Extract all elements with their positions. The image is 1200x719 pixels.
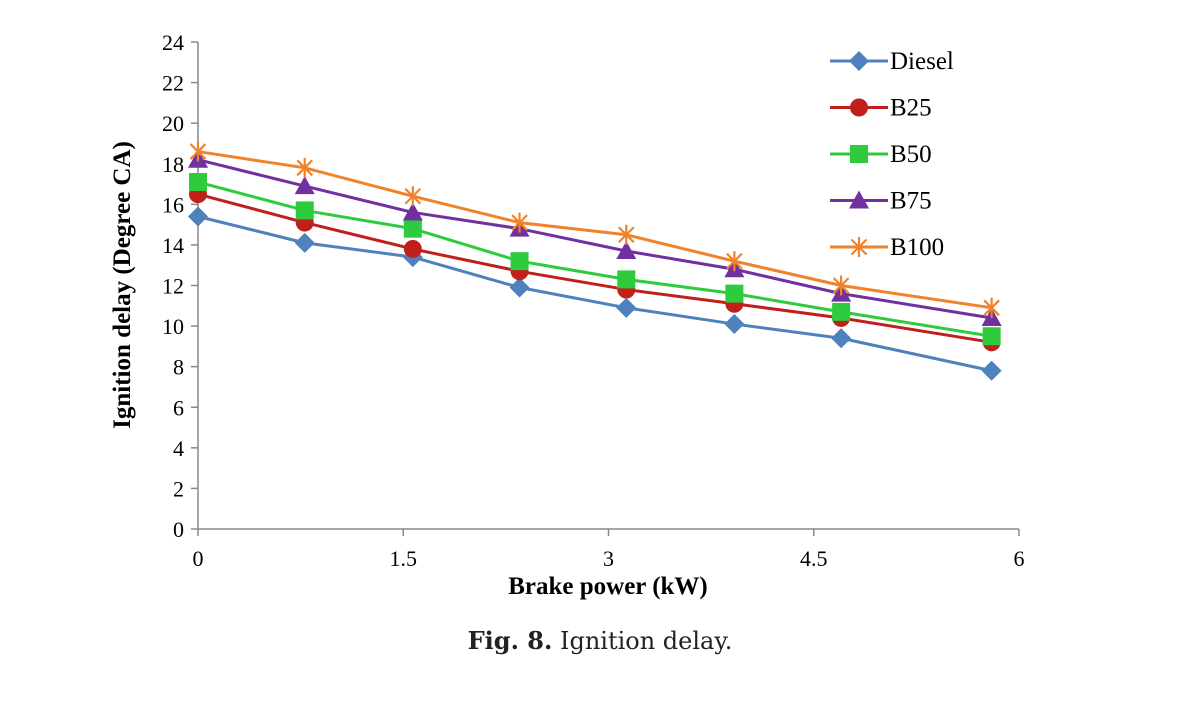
y-tick-label: 8: [173, 355, 184, 380]
series-line-b25: [197, 192, 992, 344]
y-tick-label: 16: [162, 192, 184, 217]
data-point-b100: [832, 275, 850, 296]
data-point-diesel: [616, 297, 637, 318]
data-point-diesel: [981, 360, 1002, 381]
y-tick-label: 6: [173, 395, 184, 420]
legend-marker: [850, 237, 868, 257]
asterisk-stroke: [832, 277, 850, 294]
x-tick-label: 1.5: [390, 546, 418, 571]
asterisk-stroke: [189, 143, 207, 160]
legend-marker: [849, 190, 869, 209]
y-tick-label: 2: [173, 476, 184, 501]
y-tick-label: 10: [162, 314, 184, 339]
data-point-diesel: [188, 206, 208, 227]
legend-item-b25: B25: [830, 95, 932, 122]
y-tick-label: 14: [162, 233, 184, 258]
y-tick-label: 0: [173, 517, 184, 542]
y-tick-label: 22: [162, 71, 184, 96]
caption-text: Ignition delay.: [559, 627, 733, 655]
legend-label: B50: [890, 141, 932, 168]
legend-item-b50: B50: [830, 141, 932, 168]
legend-label: Diesel: [890, 48, 954, 75]
data-point-b50: [982, 327, 1001, 346]
data-point-b50: [510, 252, 529, 271]
data-point-b25: [403, 239, 422, 258]
data-point-b100: [189, 141, 207, 162]
legend-item-b75: B75: [830, 188, 932, 215]
asterisk-stroke: [983, 299, 1000, 317]
series-line-b100: [197, 150, 992, 310]
legend-marker: [850, 145, 868, 163]
series-b100: [189, 141, 1000, 318]
y-tick-label: 20: [162, 111, 184, 136]
legend-item-diesel: Diesel: [830, 48, 954, 75]
data-point-b75: [402, 202, 423, 221]
series-layer: [188, 141, 1002, 381]
figure-caption: Fig. 8. Ignition delay.: [0, 626, 1200, 655]
asterisk-stroke: [618, 226, 635, 244]
asterisk-stroke: [404, 187, 422, 205]
x-tick-label: 6: [1014, 546, 1025, 571]
asterisk-stroke: [726, 252, 743, 270]
x-tick-label: 0: [193, 546, 204, 571]
series-b75: [188, 149, 1002, 326]
legend: Diesel B25 B50 B75 B100: [830, 48, 954, 261]
legend-marker: [849, 51, 869, 71]
legend-item-b100: B100: [830, 234, 944, 261]
legend-label: B75: [890, 188, 932, 215]
series-diesel: [188, 206, 1002, 381]
data-point-b50: [403, 219, 422, 238]
data-point-diesel: [509, 277, 530, 298]
y-tick-label: 12: [162, 274, 184, 299]
asterisk-stroke: [850, 238, 868, 256]
x-tick-label: 4.5: [800, 546, 828, 571]
legend-label: B100: [890, 234, 944, 261]
data-point-b100: [983, 297, 1000, 318]
legend-marker: [850, 98, 868, 117]
y-tick-label: 24: [162, 30, 184, 55]
x-tick-label: 3: [603, 546, 614, 571]
data-point-b100: [726, 251, 743, 272]
series-b50: [189, 173, 1001, 346]
data-point-b50: [189, 173, 207, 192]
data-point-b100: [404, 186, 422, 207]
data-point-b75: [616, 241, 637, 260]
legend-label: B25: [890, 95, 932, 122]
series-line-b50: [197, 180, 992, 338]
y-tick-label: 18: [162, 152, 184, 177]
data-point-b50: [617, 270, 636, 289]
data-point-b100: [511, 212, 528, 233]
asterisk-stroke: [511, 214, 528, 231]
caption-label: Fig. 8.: [467, 626, 553, 655]
data-point-diesel: [294, 232, 315, 253]
data-point-b100: [296, 157, 314, 178]
data-point-b75: [294, 176, 315, 195]
data-point-b100: [618, 224, 635, 245]
data-point-diesel: [831, 328, 852, 349]
x-axis-title: Brake power (kW): [508, 573, 708, 600]
data-point-b50: [295, 201, 314, 220]
series-line-b75: [197, 158, 992, 320]
y-axis-title: Ignition delay (Degree CA): [109, 141, 136, 429]
data-point-b50: [725, 284, 744, 303]
y-tick-label: 4: [173, 436, 184, 461]
data-point-b50: [832, 302, 851, 321]
data-point-diesel: [724, 314, 745, 335]
series-line-diesel: [197, 215, 992, 373]
asterisk-stroke: [296, 159, 314, 177]
